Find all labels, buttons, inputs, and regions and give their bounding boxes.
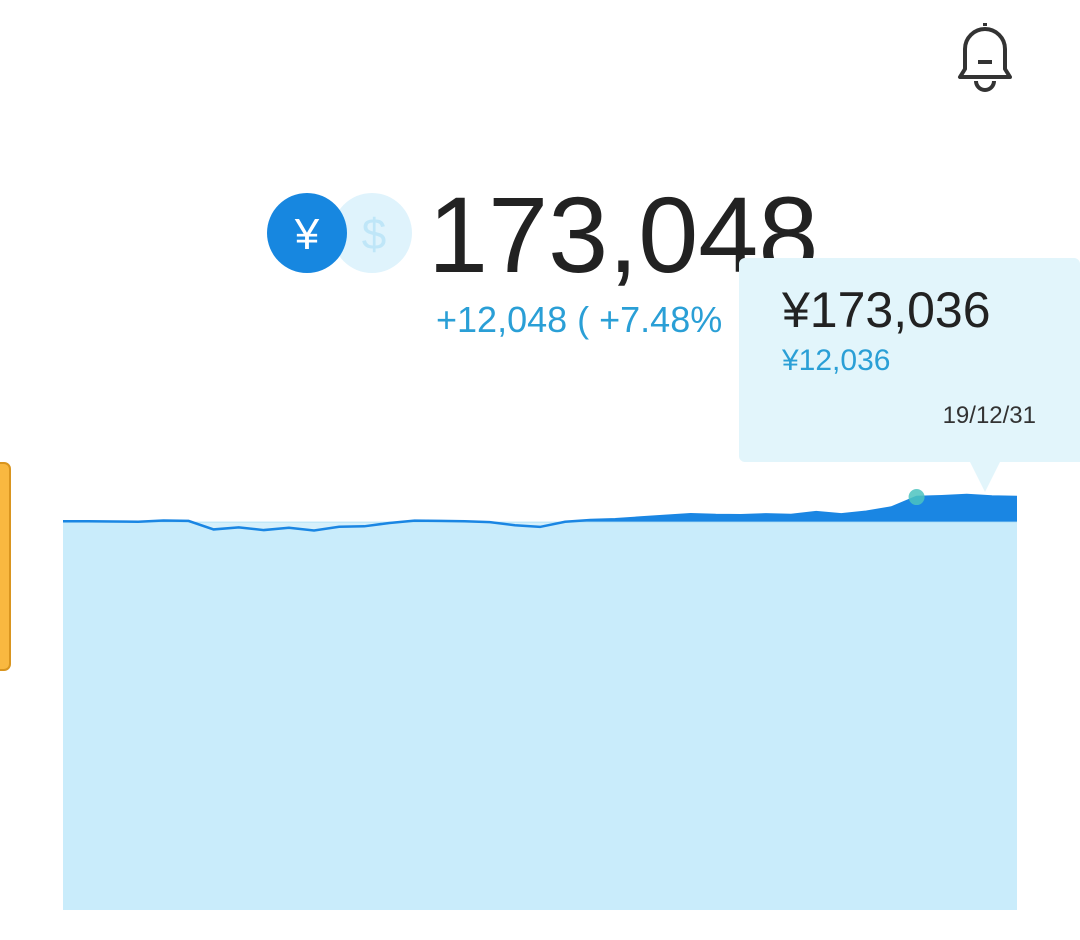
dollar-toggle[interactable]	[332, 193, 412, 273]
dollar-symbol: $	[362, 210, 386, 259]
value-line	[63, 493, 1018, 532]
selected-point	[908, 489, 925, 506]
tooltip-date: 19/12/31	[943, 402, 1036, 429]
bell-icon[interactable]	[958, 23, 1012, 92]
side-tab[interactable]	[0, 462, 11, 671]
bell-body	[958, 23, 1012, 79]
chart	[63, 489, 1018, 910]
tooltip-amount: ¥173,036	[781, 282, 991, 338]
bell-clapper	[974, 80, 996, 92]
area-fill	[63, 495, 1017, 910]
yen-toggle[interactable]	[267, 193, 347, 273]
yen-symbol: ¥	[294, 210, 320, 259]
tooltip-box	[739, 258, 1080, 492]
change-amount: +12,048 ( +7.48%	[436, 299, 722, 340]
tooltip-gain: ¥12,036	[781, 344, 890, 377]
